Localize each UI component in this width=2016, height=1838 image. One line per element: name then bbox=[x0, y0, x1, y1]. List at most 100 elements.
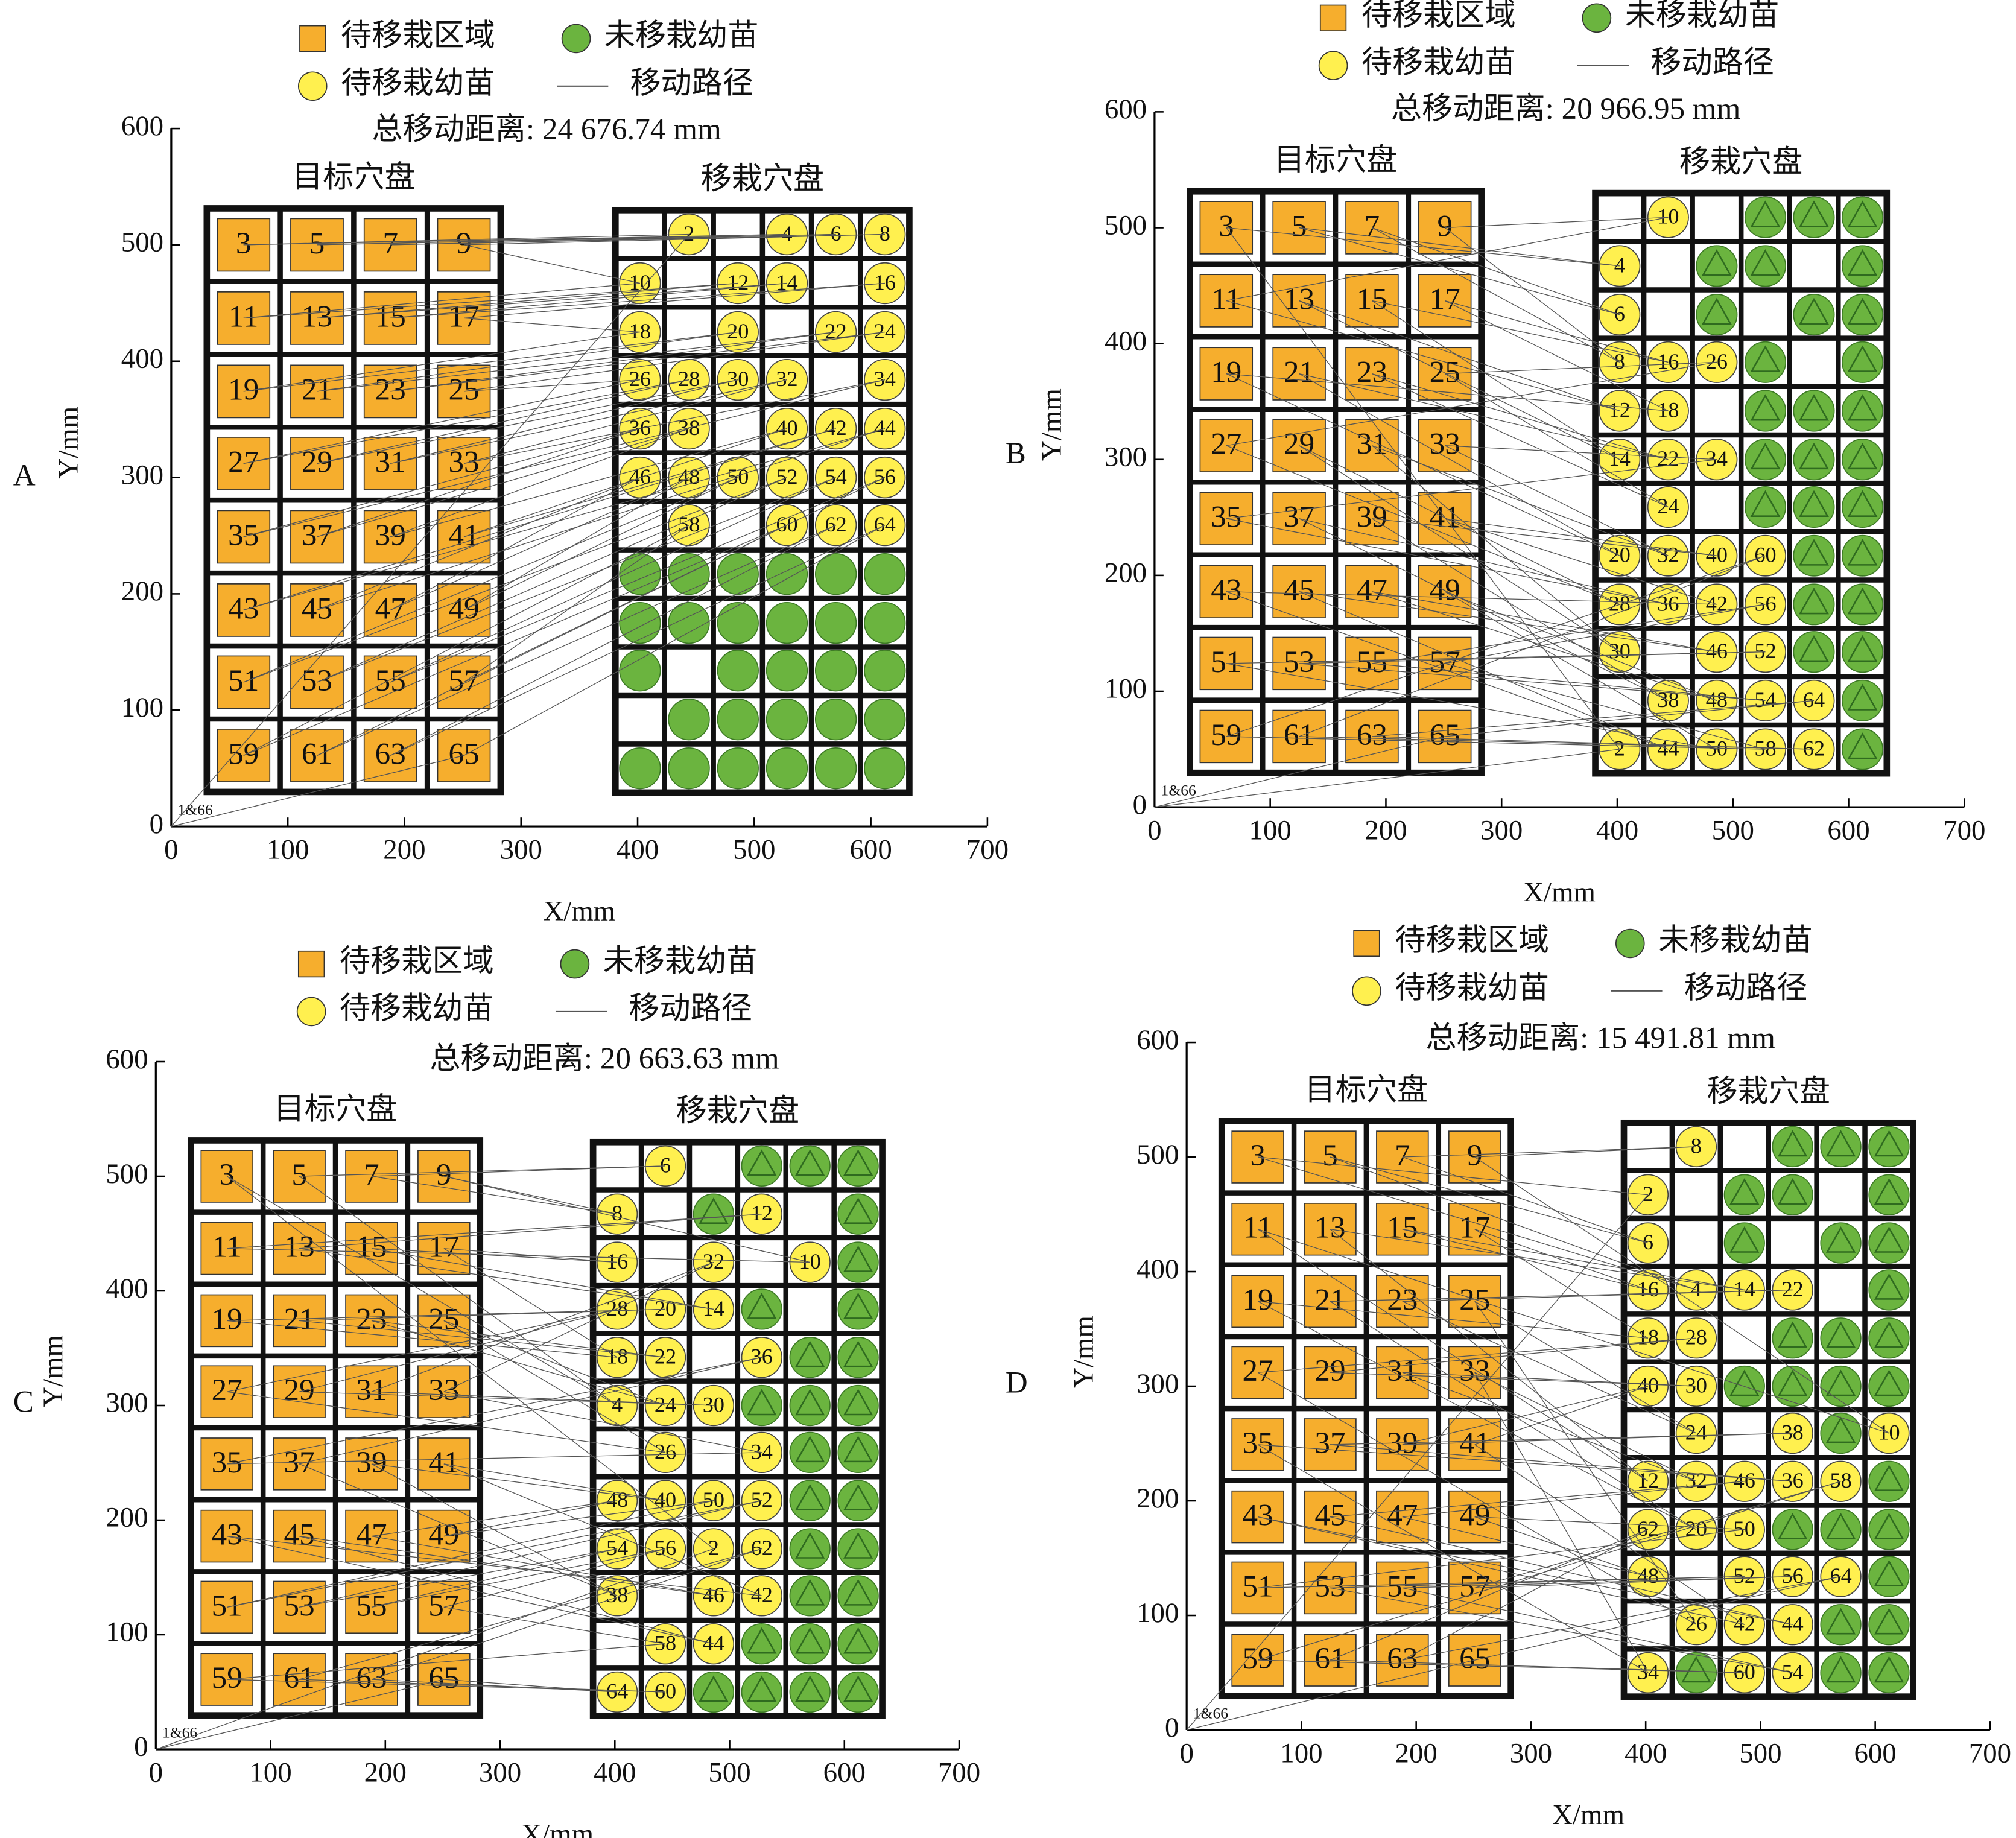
y-tick-label: 100 bbox=[1136, 1597, 1179, 1629]
x-tick-label: 400 bbox=[1625, 1737, 1667, 1769]
y-tick-label: 400 bbox=[1105, 325, 1147, 357]
remaining-seedling bbox=[1723, 1222, 1765, 1264]
remaining-seedling bbox=[766, 650, 808, 692]
legend-label: 移动路径 bbox=[630, 66, 754, 100]
seedling-label: 58 bbox=[1830, 1468, 1851, 1492]
seedling bbox=[644, 1145, 686, 1187]
remaining-seedling bbox=[837, 1145, 879, 1187]
seedling-label: 44 bbox=[874, 416, 896, 440]
legend-marker bbox=[1319, 4, 1347, 31]
panel-label: B bbox=[1006, 436, 1026, 471]
x-tick-label: 0 bbox=[164, 834, 178, 865]
x-tick-label: 700 bbox=[938, 1757, 980, 1788]
seedling-label: 50 bbox=[703, 1488, 724, 1512]
remaining-triangle bbox=[747, 1292, 777, 1319]
move-path bbox=[1445, 604, 1766, 664]
move-path bbox=[443, 1176, 810, 1263]
target-label: 21 bbox=[1314, 1282, 1345, 1317]
seedling bbox=[1772, 1269, 1813, 1311]
target-label: 29 bbox=[284, 1373, 315, 1407]
move-path bbox=[1444, 445, 1669, 556]
move-path bbox=[1445, 591, 1717, 701]
target-label: 13 bbox=[284, 1230, 315, 1264]
move-path bbox=[1226, 300, 1620, 411]
move-path bbox=[1474, 1372, 1649, 1673]
panel-label: C bbox=[13, 1385, 34, 1419]
target-cell bbox=[363, 510, 417, 564]
remaining-triangle bbox=[1847, 490, 1878, 517]
remaining-seedling bbox=[766, 601, 808, 644]
target-label: 59 bbox=[212, 1661, 242, 1695]
target-label: 3 bbox=[236, 226, 252, 261]
move-path bbox=[463, 428, 787, 537]
move-path bbox=[1226, 373, 1669, 411]
target-label: 61 bbox=[302, 737, 332, 771]
move-path bbox=[463, 477, 886, 683]
remaining-seedling bbox=[717, 747, 759, 790]
move-path bbox=[1226, 227, 1620, 267]
remaining-triangle bbox=[699, 1197, 729, 1224]
target-label: 57 bbox=[428, 1588, 459, 1623]
seedling bbox=[1723, 1604, 1765, 1646]
seedling-label: 2 bbox=[708, 1536, 719, 1560]
x-tick-label: 600 bbox=[823, 1757, 866, 1788]
move-path bbox=[443, 1320, 666, 1453]
remaining-seedling bbox=[814, 699, 857, 741]
target-label: 65 bbox=[448, 737, 479, 771]
seedling-label: 8 bbox=[612, 1201, 623, 1225]
remaining-seedling bbox=[1868, 1652, 1910, 1694]
remaining-triangle bbox=[1799, 588, 1829, 615]
y-tick-label: 100 bbox=[1105, 673, 1147, 705]
move-path bbox=[1299, 555, 1766, 737]
seedling-label: 20 bbox=[727, 319, 749, 343]
seedling-label: 20 bbox=[1609, 543, 1631, 567]
move-path bbox=[463, 379, 885, 464]
legend-label: 未移栽幼苗 bbox=[603, 944, 758, 978]
remaining-triangle bbox=[1825, 1512, 1856, 1539]
target-label: 19 bbox=[1243, 1282, 1273, 1317]
x-tick-label: 500 bbox=[1712, 814, 1754, 846]
remaining-triangle bbox=[843, 1532, 873, 1559]
remaining-triangle bbox=[1778, 1369, 1808, 1396]
move-path bbox=[227, 1214, 762, 1249]
seedling-label: 62 bbox=[751, 1536, 773, 1560]
remaining-triangle bbox=[1847, 683, 1878, 711]
move-path bbox=[317, 525, 836, 756]
move-path bbox=[371, 1320, 666, 1358]
move-path bbox=[1299, 518, 1669, 701]
move-path bbox=[1402, 1433, 1793, 1445]
legend-label: 移动路径 bbox=[1684, 971, 1808, 1006]
target-label: 63 bbox=[1357, 718, 1387, 752]
target-label: 35 bbox=[228, 518, 259, 553]
remaining-triangle bbox=[1825, 1656, 1856, 1683]
remaining-seedling bbox=[619, 650, 661, 692]
legend-label: 待移栽幼苗 bbox=[341, 66, 495, 100]
remaining-seedling bbox=[717, 650, 759, 692]
remaining-seedling bbox=[1868, 1365, 1910, 1407]
remaining-triangle bbox=[843, 1675, 873, 1702]
remaining-triangle bbox=[1778, 1178, 1808, 1205]
target-cell bbox=[1345, 636, 1399, 691]
seedling-label: 16 bbox=[1657, 349, 1679, 373]
remaining-triangle bbox=[795, 1484, 825, 1510]
move-path bbox=[390, 233, 836, 246]
remaining-seedling bbox=[837, 1623, 879, 1665]
seedling-label: 50 bbox=[1734, 1516, 1755, 1541]
target-cell bbox=[1345, 347, 1399, 401]
y-tick-label: 200 bbox=[1136, 1483, 1179, 1514]
move-path bbox=[371, 1679, 618, 1693]
remaining-seedling bbox=[1820, 1412, 1862, 1454]
target-label: 65 bbox=[1459, 1641, 1490, 1676]
chart-title: 总移动距离: 24 676.74 mm bbox=[372, 112, 721, 147]
remaining-triangle bbox=[1874, 1512, 1904, 1539]
target-cell bbox=[1272, 347, 1326, 401]
legend-marker bbox=[1615, 928, 1645, 959]
seedling-label: 44 bbox=[703, 1631, 724, 1655]
target-label: 27 bbox=[212, 1373, 242, 1407]
target-label: 13 bbox=[302, 299, 332, 334]
move-path bbox=[1372, 700, 1815, 737]
move-path bbox=[1299, 227, 1620, 267]
move-path bbox=[443, 1176, 618, 1215]
x-tick-label: 600 bbox=[849, 834, 892, 865]
seedling-label: 56 bbox=[874, 464, 896, 489]
